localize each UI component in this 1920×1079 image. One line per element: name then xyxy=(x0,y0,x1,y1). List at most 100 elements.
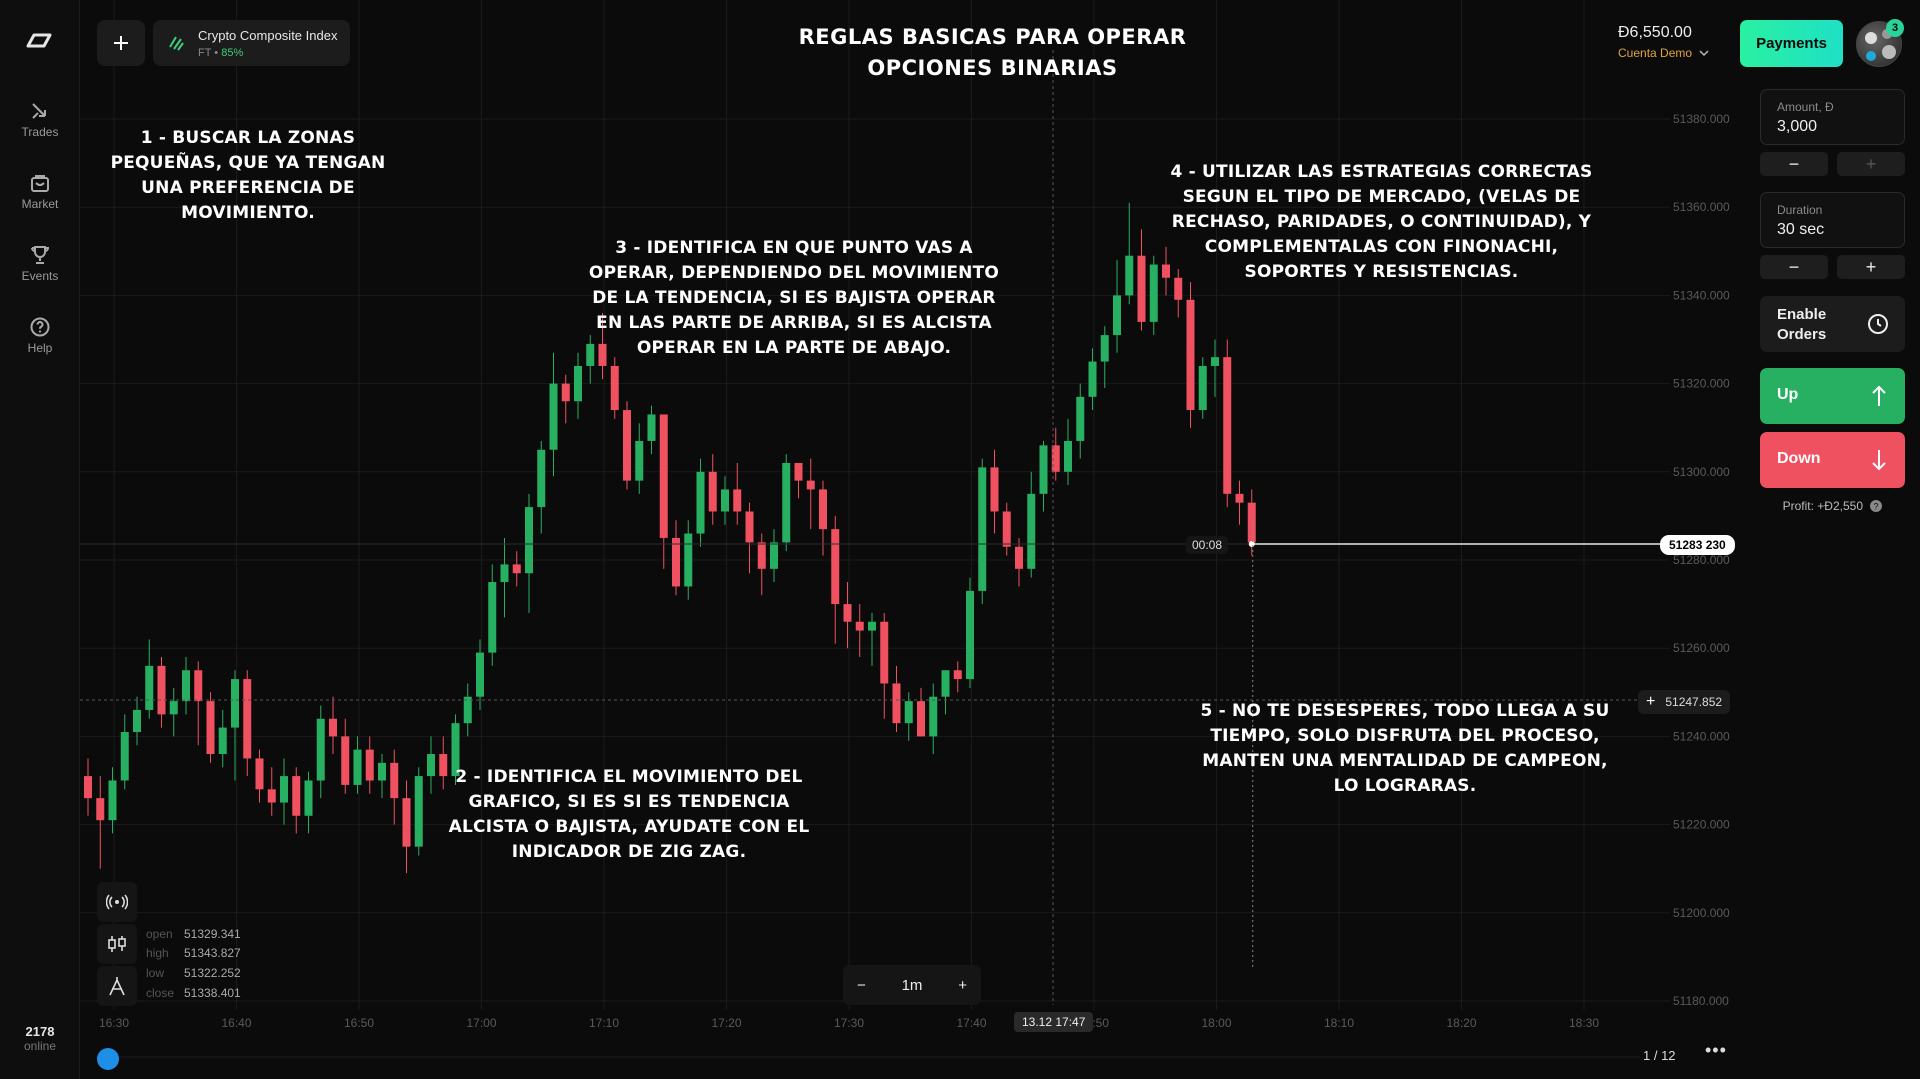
sidebar-item-market[interactable]: Market xyxy=(0,172,80,211)
candle-bearish xyxy=(819,489,827,530)
candle-bearish xyxy=(831,529,840,605)
trades-icon xyxy=(32,103,46,119)
live-indicator-icon[interactable] xyxy=(97,1048,119,1070)
avatar[interactable] xyxy=(1856,21,1902,67)
candle-bullish xyxy=(108,780,117,821)
zoom-out-button[interactable]: − xyxy=(857,976,866,994)
candle-bullish xyxy=(463,696,472,724)
signals-button[interactable] xyxy=(97,882,137,922)
candle-bullish xyxy=(782,462,791,543)
timeframe-control: − 1m + xyxy=(843,965,981,1005)
zoom-in-button[interactable]: + xyxy=(958,976,967,994)
candle-bearish xyxy=(892,683,901,724)
candles-icon xyxy=(108,936,126,952)
asset-selector[interactable]: Crypto Composite Index FT • 85% xyxy=(153,20,350,66)
down-label: Down xyxy=(1777,450,1821,467)
sidebar-item-label: Help xyxy=(27,341,53,355)
y-tick-label: 51380.000 xyxy=(1673,112,1730,126)
candle-bullish xyxy=(941,670,950,697)
account-switcher[interactable]: Cuenta Demo xyxy=(1618,46,1709,60)
duration-field[interactable]: Duration 30 sec xyxy=(1760,192,1905,248)
candle-bullish xyxy=(721,489,729,512)
candle-bearish xyxy=(1015,546,1023,569)
payments-button[interactable]: Payments xyxy=(1740,20,1843,67)
candle-bullish xyxy=(929,696,938,737)
amount-increase-button[interactable]: + xyxy=(1837,152,1905,176)
enable-orders-button[interactable]: Enable Orders xyxy=(1760,296,1905,352)
x-tick-label: 17:00 xyxy=(466,1016,496,1030)
amount-label: Amount, Đ xyxy=(1777,100,1834,114)
candle-bearish xyxy=(1051,445,1060,472)
y-tick-label: 51360.000 xyxy=(1673,200,1730,214)
candle-bearish xyxy=(365,749,374,781)
candle-bearish xyxy=(341,736,350,785)
plus-icon xyxy=(114,36,128,50)
chart-type-button[interactable] xyxy=(97,924,137,964)
candle-bearish xyxy=(439,754,448,777)
avatar-image xyxy=(1865,29,1896,61)
candle-bearish xyxy=(402,798,411,847)
up-label: Up xyxy=(1777,386,1799,403)
profit-info: Profit: +Đ2,550 ? xyxy=(1760,499,1905,513)
brand-logo[interactable] xyxy=(22,30,56,52)
price-chart[interactable]: 51380.000 51360.000 51340.000 51320.000 5130… xyxy=(80,0,1750,1079)
note-3: 3 - Identifica en que punto vas a operar… xyxy=(588,238,1000,358)
candle-bullish xyxy=(476,652,484,697)
timeframe-value[interactable]: 1m xyxy=(901,976,923,994)
drawing-tools-button[interactable] xyxy=(97,966,137,1006)
x-tick-label: 18:00 xyxy=(1201,1016,1231,1030)
amount-decrease-button[interactable]: − xyxy=(1760,152,1828,176)
candle-bearish xyxy=(659,414,668,538)
account-balance: Đ6,550.00 xyxy=(1618,24,1692,41)
candle-bullish xyxy=(635,440,644,481)
ohlc-open: open 51329.341 xyxy=(146,927,241,941)
candle-bearish xyxy=(512,564,521,574)
candle-bearish xyxy=(1186,299,1195,411)
candle-bearish xyxy=(806,480,815,490)
sidebar-item-events[interactable]: Events xyxy=(0,244,80,283)
x-tick-label: 16:30 xyxy=(99,1016,129,1030)
candle-bearish xyxy=(267,789,276,803)
candle-bullish xyxy=(427,754,435,777)
up-button[interactable]: Up xyxy=(1760,368,1905,424)
add-asset-button[interactable] xyxy=(97,20,145,66)
duration-decrease-button[interactable]: − xyxy=(1760,255,1828,279)
candle-bearish xyxy=(990,467,999,512)
candle-bearish xyxy=(243,679,252,759)
online-label: online xyxy=(23,1039,57,1053)
candle-bullish xyxy=(1113,295,1121,336)
y-tick-label: 51340.000 xyxy=(1673,288,1730,302)
amount-field[interactable]: Amount, Đ 3,000 xyxy=(1760,89,1905,145)
arrow-down-icon xyxy=(1872,450,1886,471)
sidebar-item-help[interactable]: Help xyxy=(0,316,80,355)
sidebar-item-trades[interactable]: Trades xyxy=(0,100,80,139)
svg-text:?: ? xyxy=(1874,502,1879,512)
broadcast-icon xyxy=(106,894,128,910)
candle-bullish xyxy=(549,383,558,450)
candle-bearish xyxy=(794,462,803,481)
candle-bearish xyxy=(598,343,607,366)
candle-bearish xyxy=(194,670,203,702)
online-count: 2178 xyxy=(25,1024,55,1039)
online-counter: 2178 online xyxy=(0,1024,80,1053)
left-sidebar: Trades Market Events Help 2178 online xyxy=(0,0,80,1079)
candle-bullish xyxy=(978,467,987,591)
info-icon[interactable]: ? xyxy=(1870,500,1883,512)
x-tick-label: 17:30 xyxy=(834,1016,864,1030)
candle-bullish xyxy=(684,533,693,587)
candle-bullish xyxy=(525,507,533,574)
down-button[interactable]: Down xyxy=(1760,432,1905,488)
more-options-icon[interactable]: ••• xyxy=(1705,1040,1727,1060)
candle-bearish xyxy=(96,798,105,821)
candle-bullish xyxy=(120,731,129,781)
asset-name: Crypto Composite Index xyxy=(198,28,338,43)
reference-price-tag[interactable]: +51247.852 xyxy=(1638,690,1731,714)
duration-increase-button[interactable]: + xyxy=(1837,255,1905,279)
current-price-tag: 51283 230 xyxy=(1660,535,1735,555)
candle-bearish xyxy=(708,471,717,512)
candle-bullish xyxy=(182,670,190,702)
candle-bullish xyxy=(451,723,460,777)
note-4: 4 - Utilizar las estrategias correctas s… xyxy=(1170,162,1593,282)
candle-bullish xyxy=(1100,335,1109,362)
